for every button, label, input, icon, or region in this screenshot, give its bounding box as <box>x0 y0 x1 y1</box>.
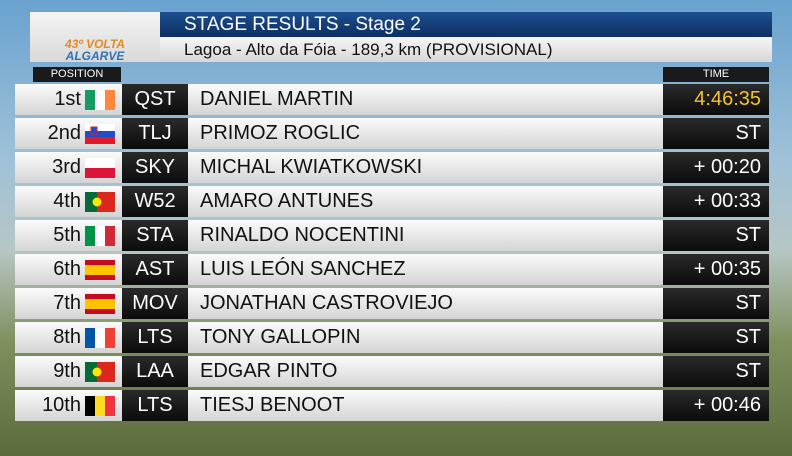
result-row: 6th AST LUIS LEÓN SANCHEZ + 00:35 <box>15 254 769 285</box>
team-code: TLJ <box>122 118 188 149</box>
position: 9th <box>53 360 81 382</box>
time: + 00:33 <box>663 186 769 217</box>
result-row: 2nd TLJ PRIMOZ ROGLIC ST <box>15 118 769 149</box>
team-code: LAA <box>122 356 188 387</box>
flag <box>85 260 115 280</box>
result-row: 5th STA RINALDO NOCENTINI ST <box>15 220 769 251</box>
result-row: 8th LTS TONY GALLOPIN ST <box>15 322 769 353</box>
rider-name: TIESJ BENOOT <box>200 394 345 416</box>
team-code: LTS <box>122 390 188 421</box>
time: + 00:35 <box>663 254 769 285</box>
logo: 43º VOLTA ALGARVE <box>30 12 160 62</box>
subtitle: Lagoa - Alto da Fóia - 189,3 km (PROVISI… <box>160 37 772 62</box>
position: 5th <box>53 224 81 246</box>
rider-name: MICHAL KWIATKOWSKI <box>200 156 423 178</box>
flag <box>85 124 115 144</box>
time: + 00:46 <box>663 390 769 421</box>
team-code: MOV <box>122 288 188 319</box>
position: 7th <box>53 292 81 314</box>
time: ST <box>663 322 769 353</box>
time-header: TIME <box>663 67 769 82</box>
result-row: 1st QST DANIEL MARTIN 4:46:35 <box>15 84 769 115</box>
result-row: 7th MOV JONATHAN CASTROVIEJO ST <box>15 288 769 319</box>
team-code: AST <box>122 254 188 285</box>
result-row: 4th W52 AMARO ANTUNES + 00:33 <box>15 186 769 217</box>
team-code: W52 <box>122 186 188 217</box>
team-code: SKY <box>122 152 188 183</box>
rider-name: JONATHAN CASTROVIEJO <box>200 292 453 314</box>
team-code: STA <box>122 220 188 251</box>
result-row: 3rd SKY MICHAL KWIATKOWSKI + 00:20 <box>15 152 769 183</box>
position: 1st <box>54 88 81 110</box>
position: 10th <box>42 394 81 416</box>
result-row: 10th LTS TIESJ BENOOT + 00:46 <box>15 390 769 421</box>
rider-name: TONY GALLOPIN <box>200 326 361 348</box>
team-code: LTS <box>122 322 188 353</box>
position: 2nd <box>47 122 81 144</box>
position: 6th <box>53 258 81 280</box>
time: ST <box>663 118 769 149</box>
team-code: QST <box>122 84 188 115</box>
rider-name: AMARO ANTUNES <box>200 190 374 212</box>
time: ST <box>663 288 769 319</box>
flag <box>85 396 115 416</box>
rider-name: DANIEL MARTIN <box>200 88 354 110</box>
rider-name: EDGAR PINTO <box>200 360 338 382</box>
flag <box>85 158 115 178</box>
title: STAGE RESULTS - Stage 2 <box>160 12 772 37</box>
flag <box>85 226 115 246</box>
rider-name: RINALDO NOCENTINI <box>200 224 405 246</box>
time: ST <box>663 220 769 251</box>
logo-line: 43º VOLTA <box>65 37 125 51</box>
flag <box>85 328 115 348</box>
flag <box>85 362 115 382</box>
time: 4:46:35 <box>663 84 769 115</box>
flag <box>85 90 115 110</box>
flag <box>85 192 115 212</box>
position: 3rd <box>52 156 81 178</box>
flag <box>85 294 115 314</box>
rider-name: LUIS LEÓN SANCHEZ <box>200 258 406 280</box>
time: + 00:20 <box>663 152 769 183</box>
rider-name: PRIMOZ ROGLIC <box>200 122 361 144</box>
position: 8th <box>53 326 81 348</box>
position-header: POSITION <box>33 67 121 82</box>
time: ST <box>663 356 769 387</box>
position: 4th <box>53 190 81 212</box>
logo-line: ALGARVE <box>65 49 125 63</box>
result-row: 9th LAA EDGAR PINTO ST <box>15 356 769 387</box>
